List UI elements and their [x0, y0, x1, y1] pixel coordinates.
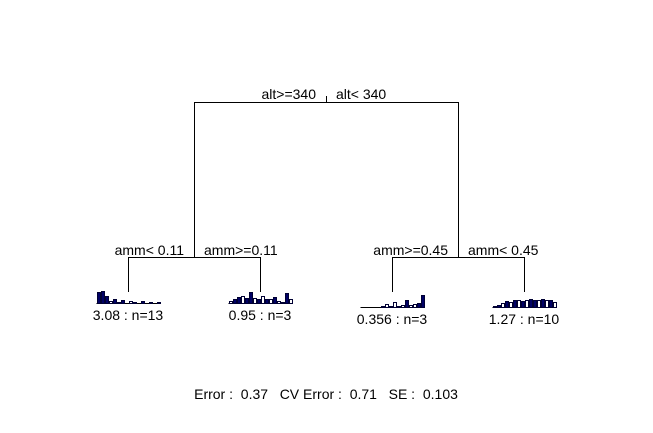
leaf-2-bar — [261, 296, 265, 304]
leaf-2-bar — [241, 296, 245, 304]
leaf-4-bar — [493, 306, 497, 308]
leaf-1: 3.08 : n=13 — [93, 291, 164, 323]
leaf-3-bar — [401, 305, 405, 308]
leaf-1-bar — [129, 301, 133, 304]
root-node: alt>=340 alt< 340 — [194, 86, 459, 257]
leaf-1-bar — [157, 302, 161, 304]
leaf-2-bar — [257, 299, 261, 304]
root-split-right-label: alt< 340 — [336, 86, 386, 102]
leaf-2-bar — [249, 292, 253, 304]
leaf-4-bar — [513, 300, 517, 308]
leaf-4-bar — [533, 300, 537, 308]
leaf-4-bar — [545, 300, 549, 308]
right-node-split-right-label: amm< 0.45 — [468, 242, 539, 258]
leaf-2-bar — [245, 298, 249, 304]
leaf-3-label: 0.356 : n=3 — [357, 311, 428, 327]
leaf-2-bar — [277, 301, 281, 304]
leaf-1-bar — [113, 299, 117, 304]
leaf-4-bar — [537, 300, 541, 308]
leaf-2-bar — [285, 293, 289, 304]
root-split-left-label: alt>=340 — [262, 86, 317, 102]
leaf-2-bar — [233, 299, 237, 304]
leaf-4-bar — [509, 302, 513, 308]
leaf-2-bar — [289, 299, 293, 304]
right-node: amm>=0.45 amm< 0.45 — [373, 242, 539, 292]
leaf-4-bar — [525, 300, 529, 308]
left-node: amm< 0.11 amm>=0.11 — [115, 242, 278, 292]
leaf-1-barplot — [96, 291, 161, 304]
leaf-1-bar — [109, 301, 113, 304]
leaf-2-bar — [273, 297, 277, 304]
leaf-2-bar — [253, 298, 257, 304]
leaf-4-bar — [505, 301, 509, 308]
leaf-4-label: 1.27 : n=10 — [489, 311, 560, 327]
leaf-4-bar — [501, 303, 505, 308]
leaf-4-bar — [497, 305, 501, 308]
leaf-3-bar — [381, 306, 385, 308]
leaf-3-bar — [385, 304, 389, 308]
leaf-1-bar — [121, 300, 125, 304]
leaf-2-bar — [281, 302, 285, 304]
root-branch — [194, 102, 459, 257]
leaf-3-bar — [389, 306, 393, 308]
leaf-3-bar — [405, 300, 409, 308]
right-node-split-left-label: amm>=0.45 — [373, 242, 448, 258]
leaf-3-bar — [397, 306, 401, 308]
leaf-4-bar — [541, 299, 545, 308]
leaf-4-barplot — [492, 299, 557, 308]
leaf-2-label: 0.95 : n=3 — [229, 307, 292, 323]
leaf-1-bar — [105, 296, 109, 304]
leaf-2-bar — [269, 299, 273, 304]
leaf-3-bar — [413, 304, 417, 308]
leaf-1-label: 3.08 : n=13 — [93, 307, 164, 323]
leaf-2-bar — [229, 301, 233, 304]
leaf-1-bar — [97, 292, 101, 304]
leaf-2-bar — [237, 297, 241, 304]
leaf-3: 0.356 : n=3 — [357, 295, 428, 327]
leaf-3-bar — [417, 303, 421, 308]
leaf-1-bar — [101, 291, 105, 304]
leaf-4-bar — [549, 300, 553, 308]
leaf-3-bar — [421, 295, 425, 308]
leaf-4-bar — [517, 300, 521, 308]
leaf-3-barplot — [360, 295, 425, 308]
leaf-4-bar — [553, 302, 557, 308]
left-node-branch — [128, 257, 261, 292]
leaf-2-bar — [265, 299, 269, 304]
left-node-split-right-label: amm>=0.11 — [204, 242, 278, 258]
leaf-4-bar — [521, 301, 525, 308]
leaf-2-barplot — [228, 292, 293, 304]
leaf-1-bar — [141, 301, 145, 304]
leaf-1-bar — [117, 302, 121, 304]
leaf-2: 0.95 : n=3 — [228, 292, 293, 323]
error-summary: Error : 0.37 CV Error : 0.71 SE : 0.103 — [194, 386, 458, 402]
leaf-3-bar — [409, 305, 413, 308]
leaf-1-bar — [149, 302, 153, 304]
right-node-branch — [392, 257, 525, 292]
leaf-1-bar — [133, 302, 137, 304]
leaf-3-bar — [393, 302, 397, 308]
left-node-split-left-label: amm< 0.11 — [115, 242, 185, 258]
leaf-4: 1.27 : n=10 — [489, 299, 560, 327]
leaf-4-bar — [529, 299, 533, 308]
